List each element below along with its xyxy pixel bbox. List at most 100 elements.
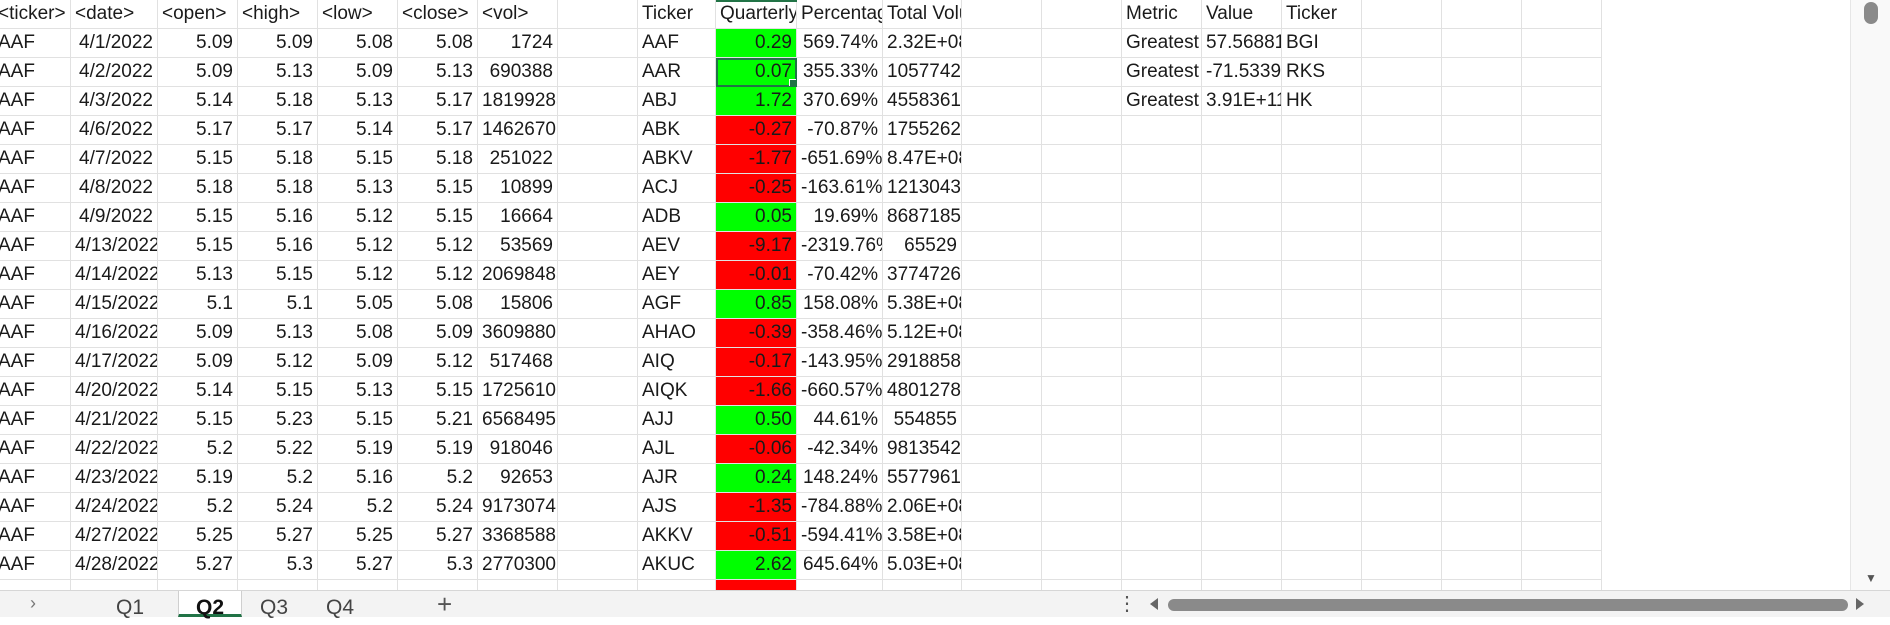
quarterly-change-cell[interactable]: -0.39 xyxy=(716,319,797,348)
grid-cell[interactable] xyxy=(1122,203,1202,232)
data-cell[interactable]: AAF xyxy=(0,29,71,58)
data-cell[interactable]: 5.19 xyxy=(398,435,478,464)
data-cell[interactable]: 5.12 xyxy=(318,203,398,232)
percentage-change-cell[interactable]: 19.69% xyxy=(797,203,883,232)
data-cell[interactable]: 5.24 xyxy=(238,493,318,522)
data-cell[interactable]: AAF xyxy=(0,116,71,145)
data-cell[interactable]: 5.15 xyxy=(398,203,478,232)
grid-cell[interactable] xyxy=(1522,145,1602,174)
data-cell[interactable]: 5.3 xyxy=(238,551,318,580)
grid-cell[interactable] xyxy=(1122,493,1202,522)
grid-cell[interactable] xyxy=(1042,522,1122,551)
quarterly-change-cell[interactable]: 1.72 xyxy=(716,87,797,116)
grid-cell[interactable] xyxy=(558,145,638,174)
grid-cell[interactable] xyxy=(1362,464,1442,493)
total-volume-cell[interactable]: 65529 xyxy=(883,232,962,261)
grid-cell[interactable] xyxy=(1122,522,1202,551)
grid-cell[interactable] xyxy=(1202,435,1282,464)
grid-cell[interactable] xyxy=(1522,116,1602,145)
summary-ticker-cell[interactable]: AKKV xyxy=(638,522,716,551)
grid-cell[interactable] xyxy=(962,406,1042,435)
quarterly-change-cell[interactable]: -1.35 xyxy=(716,493,797,522)
data-cell[interactable]: 5.15 xyxy=(398,174,478,203)
grid-cell[interactable] xyxy=(1282,493,1362,522)
grid-cell[interactable] xyxy=(1442,522,1522,551)
percentage-change-cell[interactable]: -42.34% xyxy=(797,435,883,464)
grid-cell[interactable] xyxy=(962,116,1042,145)
grid-cell[interactable] xyxy=(1282,319,1362,348)
grid-cell[interactable] xyxy=(318,580,398,590)
data-cell[interactable]: 5.17 xyxy=(398,116,478,145)
summary-ticker-cell[interactable]: ADB xyxy=(638,203,716,232)
grid-cell[interactable] xyxy=(558,261,638,290)
grid-cell[interactable] xyxy=(1282,551,1362,580)
grid-cell[interactable] xyxy=(1442,290,1522,319)
data-cell[interactable]: 5.27 xyxy=(398,522,478,551)
quarterly-change-cell[interactable]: 0.07 xyxy=(716,58,797,87)
grid-cell[interactable] xyxy=(1122,580,1202,590)
grid-cell[interactable] xyxy=(1282,232,1362,261)
data-cell[interactable]: 5.27 xyxy=(318,551,398,580)
data-cell[interactable]: 5.23 xyxy=(238,406,318,435)
total-volume-cell[interactable]: 2.06E+08 xyxy=(883,493,962,522)
data-cell[interactable]: 5.15 xyxy=(158,406,238,435)
grid-cell[interactable] xyxy=(1362,87,1442,116)
grid-cell[interactable] xyxy=(1522,435,1602,464)
grid-cell[interactable] xyxy=(1442,580,1522,590)
grid-cell[interactable] xyxy=(1362,319,1442,348)
grid-cell[interactable] xyxy=(1522,203,1602,232)
percentage-change-cell[interactable]: 158.08% xyxy=(797,290,883,319)
data-cell[interactable]: AAF xyxy=(0,348,71,377)
data-cell[interactable]: 5.1 xyxy=(238,290,318,319)
header-cell[interactable]: <vol> xyxy=(478,0,558,29)
grid-cell[interactable] xyxy=(1522,406,1602,435)
grid-cell[interactable] xyxy=(962,464,1042,493)
data-cell[interactable]: 5.12 xyxy=(318,261,398,290)
data-cell[interactable]: 4/8/2022 xyxy=(71,174,158,203)
data-cell[interactable]: 5.14 xyxy=(158,87,238,116)
total-volume-cell[interactable]: 2.32E+08 xyxy=(883,29,962,58)
data-cell[interactable]: 4/16/2022 xyxy=(71,319,158,348)
summary-ticker-cell[interactable]: ACJ xyxy=(638,174,716,203)
total-volume-cell[interactable]: 8687185 xyxy=(883,203,962,232)
grid-cell[interactable] xyxy=(962,319,1042,348)
grid-cell[interactable] xyxy=(558,319,638,348)
data-cell[interactable]: 5.14 xyxy=(158,377,238,406)
data-cell[interactable]: 5.25 xyxy=(318,522,398,551)
percentage-change-cell[interactable]: -358.46% xyxy=(797,319,883,348)
grid-cell[interactable] xyxy=(1042,145,1122,174)
grid-cell[interactable] xyxy=(1442,406,1522,435)
data-cell[interactable]: 5.18 xyxy=(238,145,318,174)
grid-cell[interactable] xyxy=(1362,290,1442,319)
data-cell[interactable]: 4/13/2022 xyxy=(71,232,158,261)
grid-cell[interactable] xyxy=(558,29,638,58)
quarterly-change-cell[interactable]: -0.06 xyxy=(716,435,797,464)
grid-cell[interactable] xyxy=(1122,377,1202,406)
grid-cell[interactable] xyxy=(558,464,638,493)
data-cell[interactable]: 5.12 xyxy=(238,348,318,377)
grid-cell[interactable] xyxy=(1282,580,1362,590)
grid-cell[interactable] xyxy=(883,580,962,590)
scroll-right-arrow-icon[interactable] xyxy=(1856,598,1864,610)
data-cell[interactable]: 5.22 xyxy=(238,435,318,464)
data-cell[interactable]: 5.12 xyxy=(398,261,478,290)
data-cell[interactable]: 5.13 xyxy=(238,58,318,87)
total-volume-cell[interactable]: 48012782 xyxy=(883,377,962,406)
metric-header-cell[interactable]: Metric xyxy=(1122,0,1202,29)
grid-cell[interactable] xyxy=(1522,464,1602,493)
total-volume-cell[interactable]: 5.03E+08 xyxy=(883,551,962,580)
data-cell[interactable]: AAF xyxy=(0,174,71,203)
data-cell[interactable]: 690388 xyxy=(478,58,558,87)
summary-header-cell[interactable]: Percentage xyxy=(797,0,883,29)
grid-cell[interactable] xyxy=(1442,261,1522,290)
data-cell[interactable]: 4/17/2022 xyxy=(71,348,158,377)
total-volume-cell[interactable]: 5.12E+08 xyxy=(883,319,962,348)
data-cell[interactable]: 92653 xyxy=(478,464,558,493)
quarterly-change-cell[interactable]: -0.17 xyxy=(716,348,797,377)
summary-ticker-cell[interactable]: AAR xyxy=(638,58,716,87)
data-cell[interactable]: 4/2/2022 xyxy=(71,58,158,87)
grid-cell[interactable] xyxy=(1362,145,1442,174)
grid-cell[interactable] xyxy=(962,145,1042,174)
grid-cell[interactable] xyxy=(638,580,716,590)
grid-cell[interactable] xyxy=(1042,580,1122,590)
